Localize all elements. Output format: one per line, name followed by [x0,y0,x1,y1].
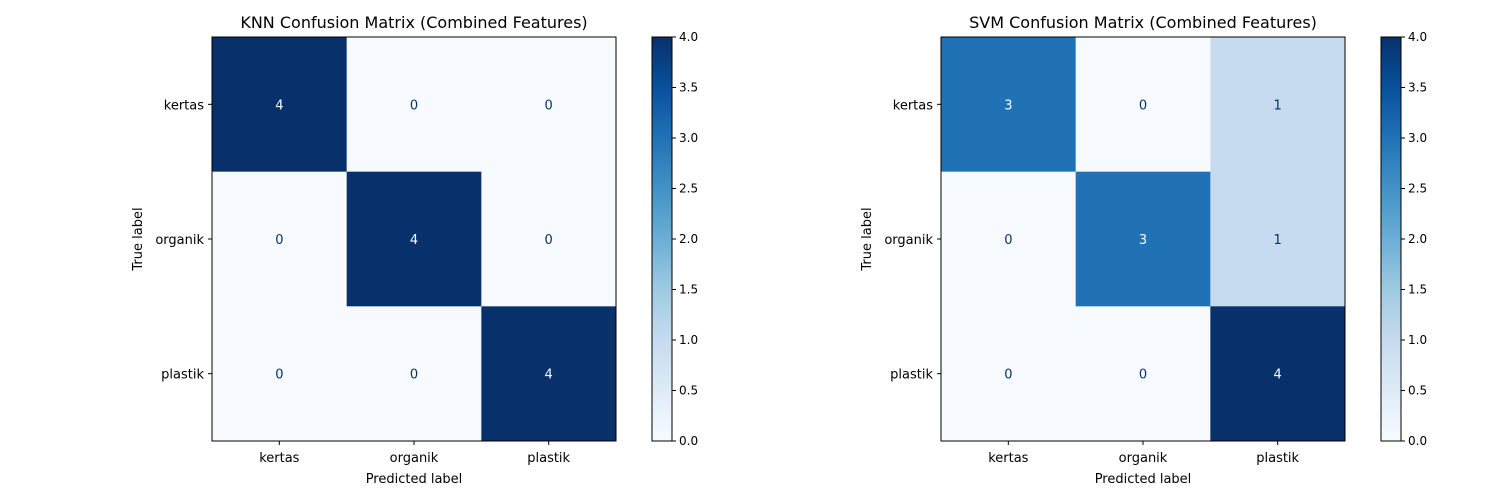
heatmap-cell [941,171,1077,307]
colorbar-tick-label: 0.5 [1408,384,1427,398]
colorbar [1380,36,1402,442]
colorbar-tick-label: 4.0 [1408,30,1427,44]
heatmap-cell [1210,306,1346,442]
heatmap-cell [941,306,1077,442]
x-tick-label: plastik [527,451,570,466]
cell-value-label: 0 [275,368,283,383]
colorbar-tick-label: 2.0 [1408,232,1427,246]
cell-value-label: 0 [545,98,553,113]
cell-value-label: 0 [1139,98,1147,113]
heatmap-cell [346,171,482,307]
y-tick-label: organik [884,233,933,248]
colorbar-tick-label: 2.5 [679,182,698,196]
cell-value-label: 4 [545,368,553,383]
chart-1: SVM Confusion Matrix (Combined Features)… [860,13,1427,487]
colorbar-tick-label: 3.5 [1408,81,1427,95]
heatmap-cell [481,37,617,173]
heatmap-cell [346,306,482,442]
heatmap-cell [1075,306,1211,442]
cell-value-label: 0 [410,98,418,113]
x-tick-label: kertas [988,451,1028,466]
colorbar-tick-label: 0.0 [679,434,698,448]
cell-value-label: 4 [410,233,418,248]
heatmap-cell [1075,37,1211,173]
cell-value-label: 0 [1004,368,1012,383]
heatmap-cell [1210,37,1346,173]
colorbar-tick-label: 0.5 [679,384,698,398]
cell-value-label: 0 [1139,368,1147,383]
y-tick-label: plastik [890,368,933,383]
cell-value-label: 1 [1274,233,1282,248]
x-tick-label: organik [390,451,439,466]
heatmap-cell [212,171,348,307]
y-tick-label: plastik [161,368,204,383]
x-axis-label: Predicted label [366,472,463,487]
y-axis-label: True label [131,207,146,271]
x-tick-label: organik [1119,451,1168,466]
chart-0: KNN Confusion Matrix (Combined Features)… [131,13,698,487]
y-axis-label: True label [860,207,875,271]
heatmap-cell [1075,171,1211,307]
colorbar-tick-label: 3.0 [679,131,698,145]
cell-value-label: 4 [1274,368,1282,383]
x-tick-label: kertas [259,451,299,466]
heatmap-cell [1210,171,1346,307]
cell-value-label: 3 [1004,98,1012,113]
colorbar-tick-label: 2.0 [679,232,698,246]
heatmap-cell [481,171,617,307]
colorbar-tick-label: 3.5 [679,81,698,95]
chart-title: SVM Confusion Matrix (Combined Features) [969,13,1317,32]
heatmap-cell [212,306,348,442]
cell-value-label: 1 [1274,98,1282,113]
colorbar [651,36,673,442]
heatmap-cell [212,37,348,173]
colorbar-tick-label: 1.0 [679,333,698,347]
heatmap-cell [481,306,617,442]
colorbar-tick-label: 0.0 [1408,434,1427,448]
cell-value-label: 4 [275,98,283,113]
colorbar-tick-label: 3.0 [1408,131,1427,145]
chart-title: KNN Confusion Matrix (Combined Features) [240,13,587,32]
y-tick-label: organik [155,233,204,248]
colorbar-tick-label: 4.0 [679,30,698,44]
colorbar-tick-label: 2.5 [1408,182,1427,196]
cell-value-label: 0 [1004,233,1012,248]
cell-value-label: 3 [1139,233,1147,248]
x-tick-label: plastik [1256,451,1299,466]
y-tick-label: kertas [893,98,933,113]
colorbar-tick-label: 1.0 [1408,333,1427,347]
heatmap-cell [346,37,482,173]
cell-value-label: 0 [410,368,418,383]
y-tick-label: kertas [164,98,204,113]
heatmap-cell [941,37,1077,173]
cell-value-label: 0 [545,233,553,248]
cell-value-label: 0 [275,233,283,248]
colorbar-tick-label: 1.5 [1408,283,1427,297]
x-axis-label: Predicted label [1095,472,1192,487]
colorbar-tick-label: 1.5 [679,283,698,297]
